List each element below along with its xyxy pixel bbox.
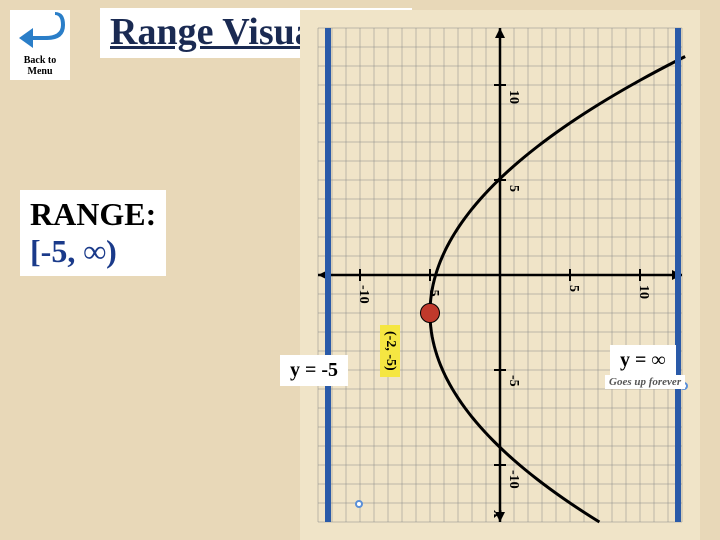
svg-text:5: 5 (506, 185, 521, 192)
open-circle-left (355, 500, 363, 508)
svg-text:10: 10 (636, 285, 651, 299)
range-upper-bound-line (675, 28, 681, 522)
range-lower-bound-line (325, 28, 331, 522)
vertex-point (420, 303, 440, 323)
back-arrow-icon (15, 10, 65, 50)
svg-text:-5: -5 (506, 375, 521, 387)
range-display: RANGE: [-5, ∞) (20, 190, 166, 276)
back-button-label: Back to Menu (10, 55, 70, 77)
graph-panel: -10-5510-10-5510x (-2, -5) (300, 10, 700, 540)
svg-text:5: 5 (566, 285, 581, 292)
vertex-label: (-2, -5) (380, 325, 400, 377)
svg-text:x: x (490, 510, 507, 518)
svg-text:-10: -10 (506, 470, 521, 489)
y-lower-label: y = -5 (280, 355, 348, 386)
back-to-menu-button[interactable]: Back to Menu (10, 10, 70, 80)
svg-text:-10: -10 (356, 285, 371, 304)
range-label: RANGE: (30, 196, 156, 233)
coordinate-graph: -10-5510-10-5510x (300, 10, 700, 540)
goes-up-forever-text: Goes up forever (605, 375, 685, 389)
svg-text:10: 10 (506, 90, 521, 104)
y-upper-label: y = ∞ (610, 345, 676, 376)
range-value: [-5, ∞) (30, 233, 156, 270)
